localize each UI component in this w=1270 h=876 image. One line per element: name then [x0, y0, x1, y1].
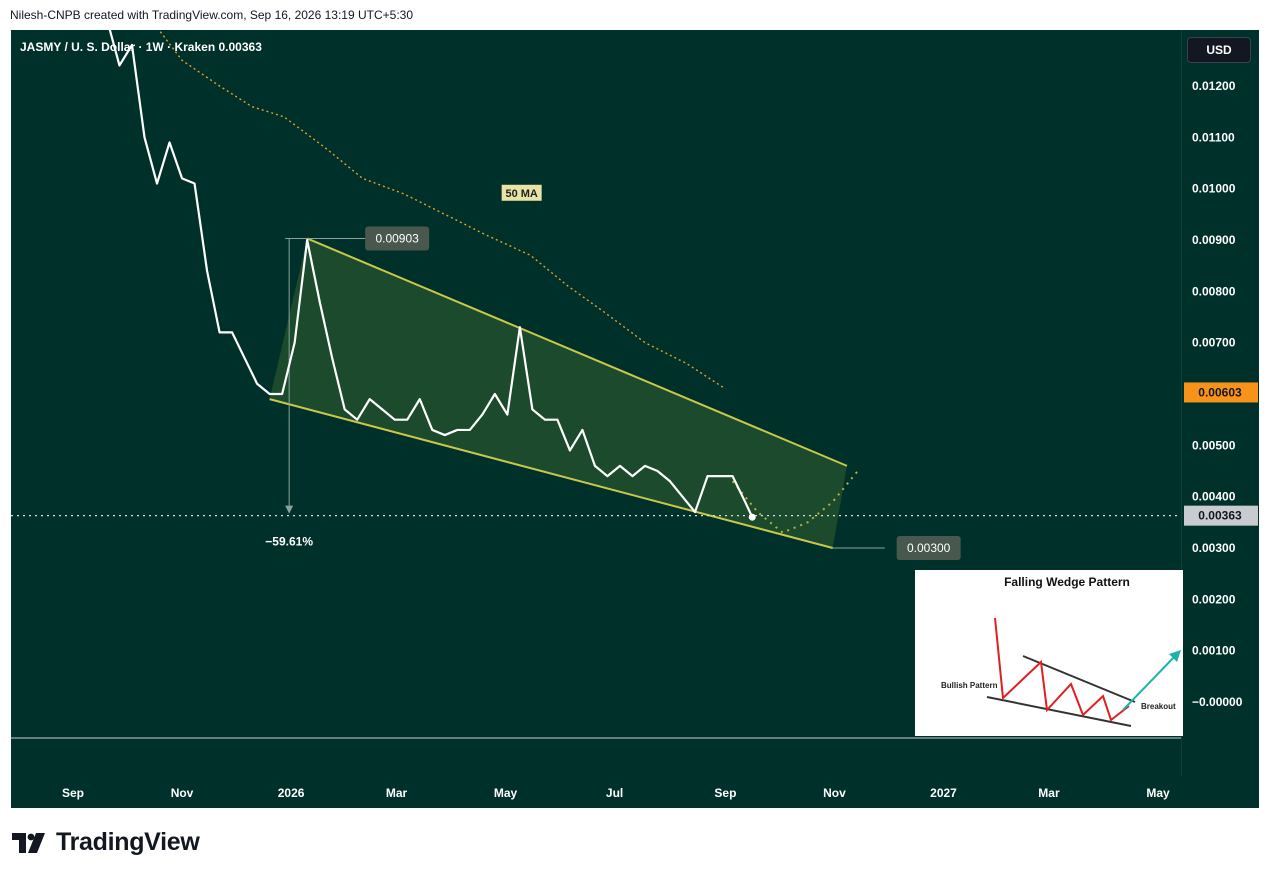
symbol-title: JASMY / U. S. Dollar · 1W · Kraken 0.003… — [20, 40, 262, 54]
ma-tag-label: 50 MA — [505, 188, 537, 200]
price-tick-label: 0.00400 — [1192, 490, 1236, 504]
inset-breakout-arrow — [1122, 653, 1178, 711]
price-tick-label: 0.00900 — [1192, 233, 1236, 247]
current-price-badge-label: 0.00363 — [1198, 509, 1242, 523]
inset-bullish-label: Bullish Pattern — [941, 681, 998, 690]
measure-arrow-head — [285, 505, 294, 514]
measure-change-label: −59.61% — [265, 535, 313, 549]
peak-callout-label: 0.00903 — [375, 231, 419, 245]
price-chart[interactable]: −59.61% 0.00903 0.00300 50 MA — [11, 30, 1181, 776]
time-tick-label: May — [1146, 786, 1170, 800]
time-axis-labels: Sep Nov 2026 Mar May Jul Sep Nov 2027 Mar May — [62, 786, 1170, 800]
wedge-fill — [269, 238, 847, 548]
wedge-upper-trendline — [306, 237, 848, 467]
time-tick-label: Jul — [606, 786, 623, 800]
projection-path — [731, 470, 859, 534]
tradingview-logo[interactable]: TradingView — [12, 828, 200, 857]
ma-tag-box — [501, 184, 542, 201]
time-tick-label: 2027 — [930, 786, 957, 800]
inset-arrow-head — [1169, 650, 1181, 662]
time-tick-label: May — [494, 786, 518, 800]
time-tick-label: Sep — [714, 786, 736, 800]
time-tick-label: Mar — [386, 786, 408, 800]
price-axis[interactable]: 0.01200 0.01100 0.01000 0.00900 0.00800 0.007… — [1181, 30, 1260, 776]
price-tick-label: 0.00800 — [1192, 284, 1236, 298]
time-tick-label: Mar — [1038, 786, 1060, 800]
price-tick-label: 0.00300 — [1192, 541, 1236, 555]
inset-price-path — [994, 617, 1130, 722]
chart-header: Nilesh-CNPB created with TradingView.com… — [10, 8, 413, 22]
time-tick-label: Nov — [823, 786, 846, 800]
price-tick-label: 0.01200 — [1192, 79, 1236, 93]
tradingview-wordmark: TradingView — [56, 828, 200, 856]
price-tick-label: 0.00100 — [1192, 644, 1236, 658]
peak-callout-box — [365, 226, 430, 251]
price-axis-labels: 0.01200 0.01100 0.01000 0.00900 0.00800 0.007… — [1184, 79, 1258, 709]
currency-button[interactable]: USD — [1187, 37, 1251, 63]
ma-price-badge — [1184, 382, 1258, 403]
falling-wedge-diagram: Falling Wedge Pattern Bullish Pattern Br… — [941, 575, 1181, 727]
current-price-badge — [1184, 505, 1258, 526]
price-tick-label: 0.00500 — [1192, 438, 1236, 452]
time-tick-label: 2026 — [278, 786, 305, 800]
inset-breakout-label: Breakout — [1141, 702, 1176, 711]
last-price-dot — [748, 513, 756, 521]
price-tick-label: −0.00000 — [1192, 695, 1243, 709]
inset-title: Falling Wedge Pattern — [1004, 575, 1130, 589]
price-line — [108, 30, 754, 518]
time-tick-label: Sep — [62, 786, 84, 800]
inset-lower-line — [986, 696, 1132, 727]
price-tick-label: 0.00700 — [1192, 336, 1236, 350]
price-tick-label: 0.01000 — [1192, 182, 1236, 196]
ma-line — [158, 30, 726, 390]
tradingview-logo-icon — [12, 832, 45, 853]
chart-container[interactable]: −59.61% 0.00903 0.00300 50 MA JASMY / U. S.… — [11, 30, 1259, 808]
time-axis[interactable]: Sep Nov 2026 Mar May Jul Sep Nov 2027 Mar May — [11, 776, 1181, 808]
time-tick-label: Nov — [171, 786, 194, 800]
target-callout-box — [896, 536, 961, 560]
target-callout-label: 0.00300 — [907, 541, 951, 555]
wedge-lower-trendline — [269, 398, 833, 549]
falling-wedge-illustration: Falling Wedge Pattern Bullish Pattern Br… — [915, 570, 1183, 736]
price-tick-label: 0.01100 — [1192, 130, 1235, 144]
ma-price-badge-label: 0.00603 — [1198, 385, 1242, 399]
price-tick-label: 0.00200 — [1192, 592, 1236, 606]
